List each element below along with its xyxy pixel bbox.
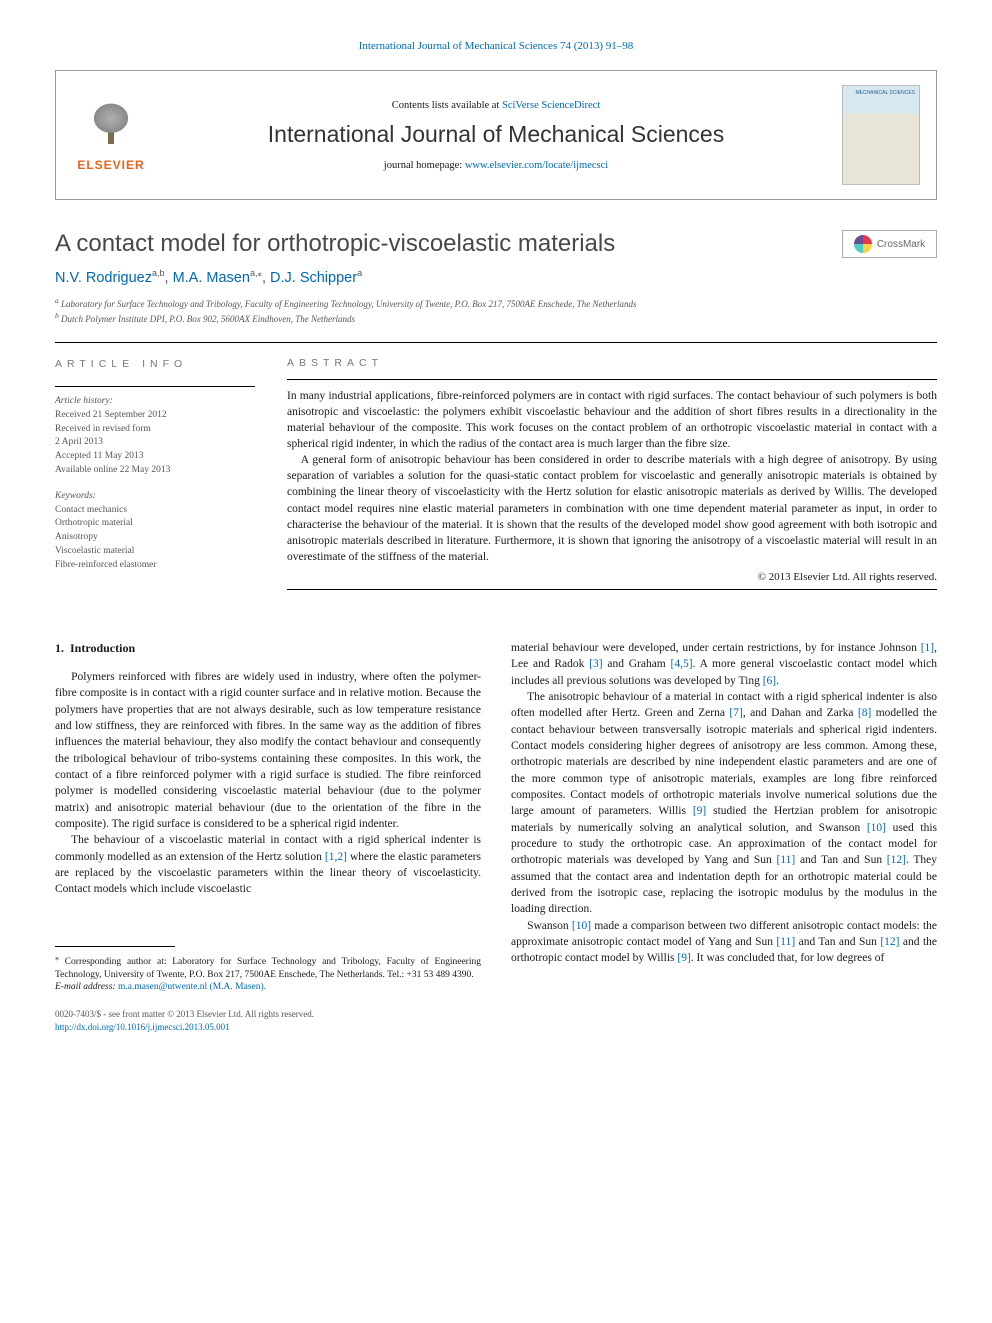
citation-link[interactable]: [9] xyxy=(677,952,690,964)
affiliation-line: b Dutch Polymer Institute DPI, P.O. Box … xyxy=(55,311,937,326)
affil-sup: b xyxy=(55,311,59,320)
footnote-rule xyxy=(55,946,175,947)
journal-citation-header: International Journal of Mechanical Scie… xyxy=(55,40,937,52)
publisher-logo-block: ELSEVIER xyxy=(56,71,166,199)
history-line: Received in revised form xyxy=(55,423,255,437)
body-paragraph: material behaviour were developed, under… xyxy=(511,640,937,689)
contents-line: Contents lists available at SciVerse Sci… xyxy=(392,100,600,111)
body-paragraph: Polymers reinforced with fibres are wide… xyxy=(55,669,481,832)
crossmark-badge[interactable]: CrossMark xyxy=(842,230,937,258)
citation-link[interactable]: [7] xyxy=(729,707,742,719)
horizontal-rule xyxy=(287,379,937,380)
section-number: 1. xyxy=(55,641,64,655)
email-label: E-mail address: xyxy=(55,982,116,992)
horizontal-rule xyxy=(55,342,937,343)
doi-prefix: http://dx.doi.org/ xyxy=(55,1022,116,1032)
left-column: 1. Introduction Polymers reinforced with… xyxy=(55,640,481,1033)
doi-link[interactable]: http://dx.doi.org/10.1016/j.ijmecsci.201… xyxy=(55,1022,230,1032)
article-info-sidebar: ARTICLE INFO Article history: Received 2… xyxy=(55,357,255,604)
citation-link[interactable]: [8] xyxy=(858,707,871,719)
affil-text: Dutch Polymer Institute DPI, P.O. Box 90… xyxy=(61,314,355,324)
affiliation-line: a Laboratory for Surface Technology and … xyxy=(55,296,937,311)
footnote-text: Corresponding author at: Laboratory for … xyxy=(55,957,481,980)
abstract-paragraph: A general form of anisotropic behaviour … xyxy=(287,452,937,565)
history-line: 2 April 2013 xyxy=(55,436,255,450)
history-label: Article history: xyxy=(55,395,255,409)
abstract-paragraph: In many industrial applications, fibre-r… xyxy=(287,388,937,452)
article-info-heading: ARTICLE INFO xyxy=(55,357,255,372)
journal-header-box: ELSEVIER Contents lists available at Sci… xyxy=(55,70,937,200)
citation-link[interactable]: [9] xyxy=(693,805,706,817)
body-paragraph: The anisotropic behaviour of a material … xyxy=(511,689,937,918)
affil-text: Laboratory for Surface Technology and Tr… xyxy=(61,299,636,309)
homepage-link[interactable]: www.elsevier.com/locate/ijmecsci xyxy=(465,160,608,171)
article-title: A contact model for orthotropic-viscoela… xyxy=(55,230,615,258)
citation-link[interactable]: [12] xyxy=(880,936,899,948)
section-title: Introduction xyxy=(70,641,135,655)
homepage-prefix: journal homepage: xyxy=(384,160,465,171)
keyword: Fibre-reinforced elastomer xyxy=(55,559,255,573)
contents-prefix: Contents lists available at xyxy=(392,100,502,111)
abstract-copyright: © 2013 Elsevier Ltd. All rights reserved… xyxy=(287,571,937,583)
citation-link[interactable]: [11] xyxy=(776,854,795,866)
email-link[interactable]: m.a.masen@utwente.nl (M.A. Masen). xyxy=(118,982,266,992)
body-paragraph: The behaviour of a viscoelastic material… xyxy=(55,832,481,897)
citation-link[interactable]: [10] xyxy=(572,920,591,932)
keywords-label: Keywords: xyxy=(55,490,255,504)
corresponding-star: ⁎ xyxy=(257,268,262,278)
body-paragraph: Swanson [10] made a comparison between t… xyxy=(511,918,937,967)
keyword: Anisotropy xyxy=(55,531,255,545)
keyword: Viscoelastic material xyxy=(55,545,255,559)
author-affil-sup: a xyxy=(357,268,362,278)
author-link[interactable]: M.A. Masen xyxy=(173,270,250,286)
citation-link[interactable]: [1] xyxy=(921,642,934,654)
history-line: Accepted 11 May 2013 xyxy=(55,450,255,464)
bottom-meta: 0020-7403/$ - see front matter © 2013 El… xyxy=(55,1008,481,1033)
affil-sup: a xyxy=(55,296,59,305)
homepage-line: journal homepage: www.elsevier.com/locat… xyxy=(384,160,608,171)
horizontal-rule xyxy=(287,589,937,590)
keywords-block: Keywords: Contact mechanics Orthotropic … xyxy=(55,490,255,573)
elsevier-tree-icon xyxy=(81,99,141,154)
citation-link[interactable]: [1,2] xyxy=(325,851,347,863)
citation-link[interactable]: [10] xyxy=(867,822,886,834)
history-line: Received 21 September 2012 xyxy=(55,409,255,423)
keyword: Orthotropic material xyxy=(55,517,255,531)
keyword: Contact mechanics xyxy=(55,504,255,518)
corresponding-footnote: ⁎ Corresponding author at: Laboratory fo… xyxy=(55,953,481,995)
journal-name: International Journal of Mechanical Scie… xyxy=(268,121,724,148)
affiliations: a Laboratory for Surface Technology and … xyxy=(55,296,937,326)
citation-link[interactable]: [4,5] xyxy=(671,658,693,670)
journal-header-mid: Contents lists available at SciVerse Sci… xyxy=(166,71,826,199)
author-affil-sup: a,b xyxy=(152,268,165,278)
abstract-heading: ABSTRACT xyxy=(287,357,937,369)
section-heading: 1. Introduction xyxy=(55,640,481,657)
abstract-text: In many industrial applications, fibre-r… xyxy=(287,388,937,565)
author-list: N.V. Rodrigueza,b, M.A. Masena,⁎, D.J. S… xyxy=(55,268,937,286)
crossmark-icon xyxy=(854,235,872,253)
citation-link[interactable]: [11] xyxy=(776,936,795,948)
citation-link[interactable]: [6] xyxy=(763,675,776,687)
article-history-block: Article history: Received 21 September 2… xyxy=(55,395,255,478)
horizontal-rule xyxy=(55,386,255,387)
author-link[interactable]: D.J. Schipper xyxy=(270,270,357,286)
sciencedirect-link[interactable]: SciVerse ScienceDirect xyxy=(502,100,600,111)
history-line: Available online 22 May 2013 xyxy=(55,464,255,478)
doi-value: 10.1016/j.ijmecsci.2013.05.001 xyxy=(116,1022,230,1032)
footnote-star: ⁎ xyxy=(55,953,59,962)
abstract-block: ABSTRACT In many industrial applications… xyxy=(287,357,937,604)
citation-link[interactable]: [3] xyxy=(589,658,602,670)
journal-cover-thumbnail: MECHANICAL SCIENCES xyxy=(842,85,920,185)
publisher-name: ELSEVIER xyxy=(77,158,144,172)
crossmark-label: CrossMark xyxy=(877,239,925,250)
cover-thumb-block: MECHANICAL SCIENCES xyxy=(826,71,936,199)
issn-line: 0020-7403/$ - see front matter © 2013 El… xyxy=(55,1008,481,1021)
author-link[interactable]: N.V. Rodriguez xyxy=(55,270,152,286)
body-columns: 1. Introduction Polymers reinforced with… xyxy=(55,640,937,1033)
journal-citation-link[interactable]: International Journal of Mechanical Scie… xyxy=(359,40,634,52)
citation-link[interactable]: [12] xyxy=(887,854,906,866)
right-column: material behaviour were developed, under… xyxy=(511,640,937,1033)
